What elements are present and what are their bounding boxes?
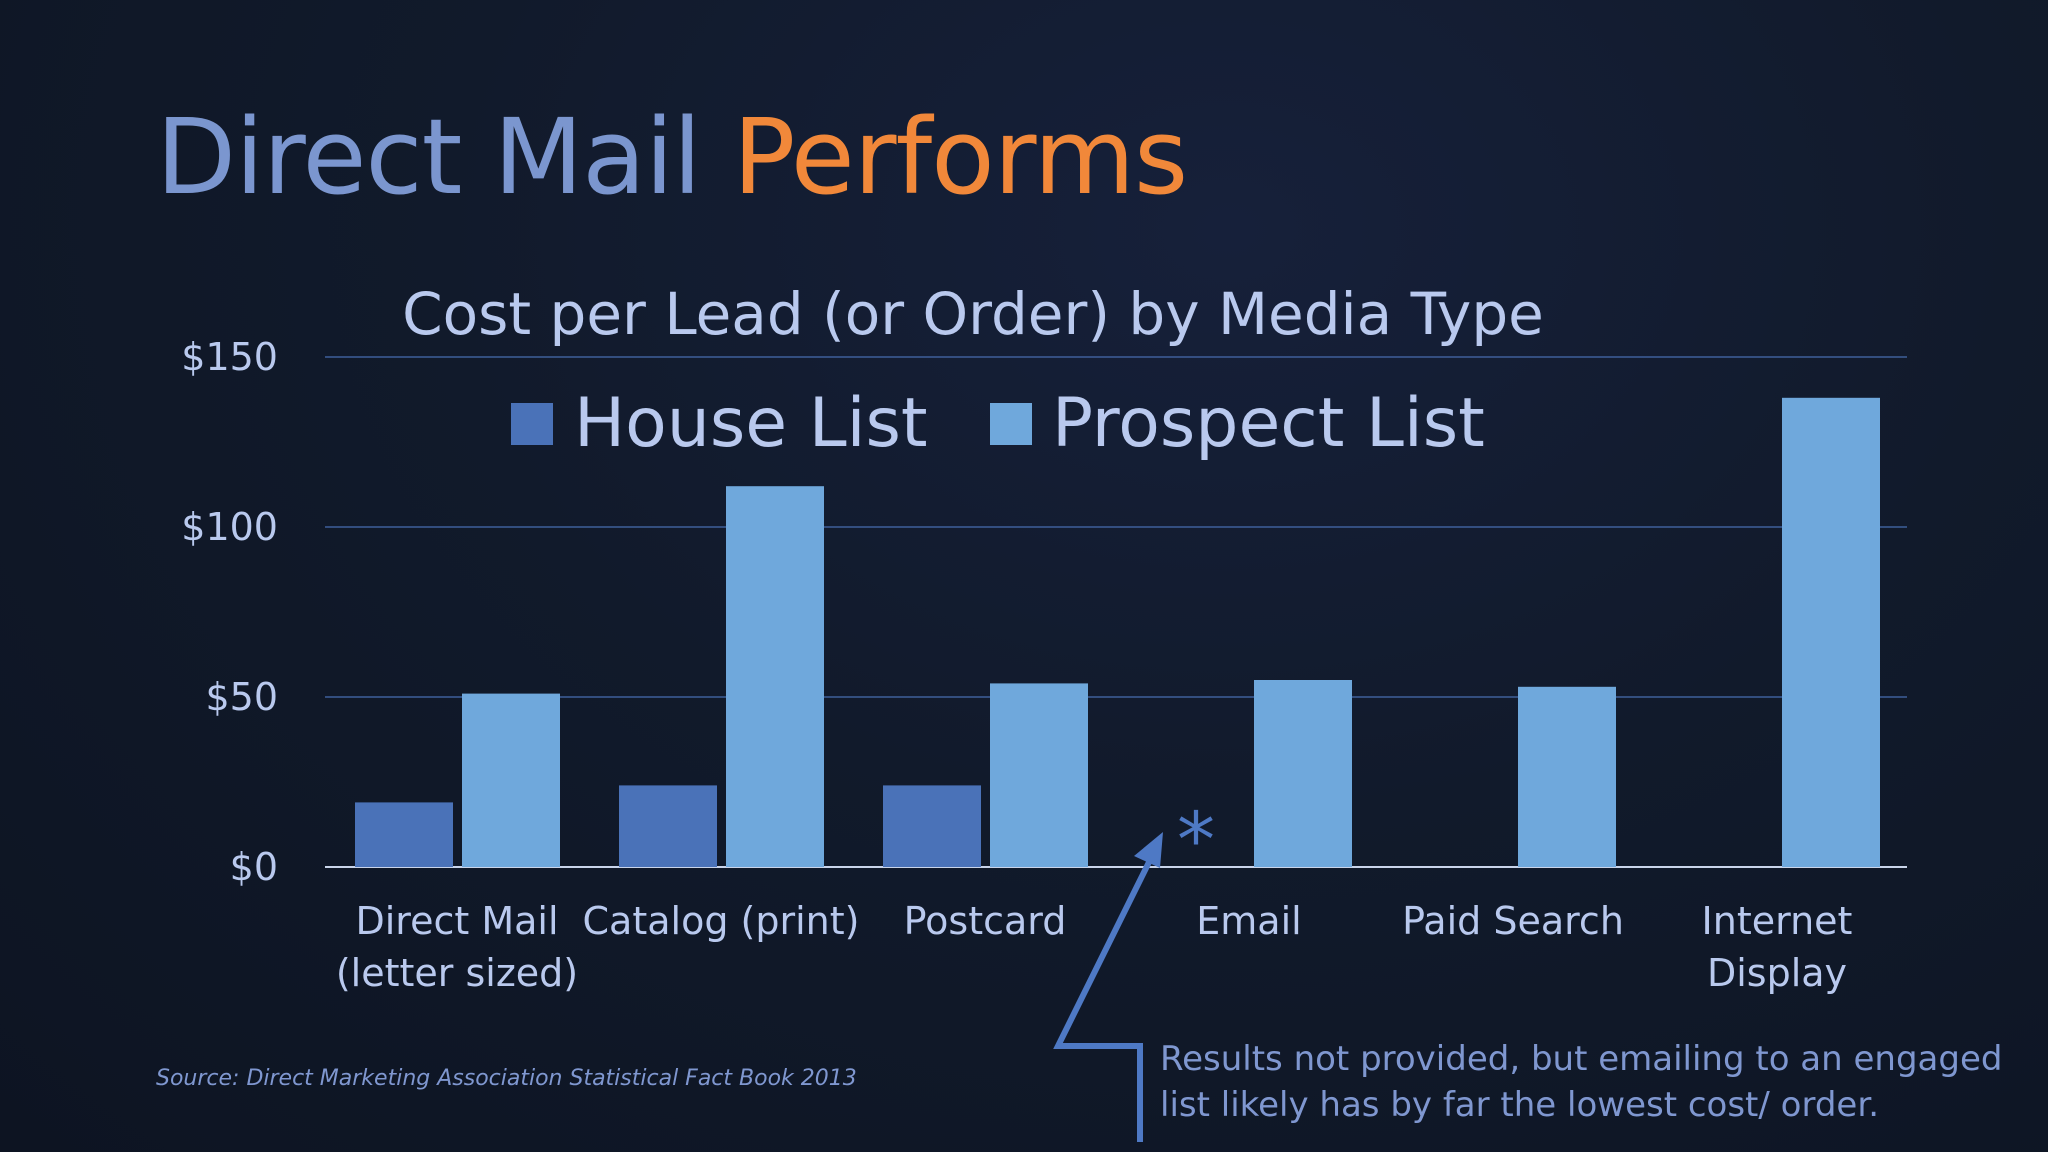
title-part-primary: Direct Mail [156, 96, 702, 218]
y-tick-label: $50 [205, 675, 278, 719]
x-category-label: Email [1196, 899, 1301, 943]
bar-prospect-list [990, 683, 1088, 867]
y-axis-tick-labels: $0 $50 $100 $150 [181, 335, 278, 889]
bars [355, 397, 1880, 867]
bar-prospect-list [1518, 686, 1616, 867]
bar-prospect-list [462, 693, 560, 867]
bar-prospect-list [1254, 680, 1352, 867]
slide-title: Direct Mail Performs [156, 100, 1188, 214]
legend-label-house-list: House List [574, 384, 928, 463]
y-tick-label: $150 [181, 335, 278, 379]
chart-title: Cost per Lead (or Order) by Media Type [402, 280, 1544, 348]
bar-prospect-list [726, 486, 824, 867]
x-category-label: Paid Search [1402, 899, 1624, 943]
bar-house-list [355, 802, 453, 867]
annotation-note: Results not provided, but emailing to an… [1160, 1039, 2003, 1125]
annotation-arrow-head [1134, 832, 1163, 868]
legend-swatch-house-list [511, 403, 553, 445]
x-axis-category-labels: Direct Mail (letter sized)Catalog (print)… [336, 899, 1853, 995]
annotation-arrow [1053, 832, 1163, 1142]
gridlines [325, 356, 1907, 868]
annotation-asterisk: * [1177, 795, 1215, 884]
title-part-accent: Performs [732, 96, 1188, 218]
x-category-label: Direct Mail (letter sized) [336, 899, 578, 995]
legend-label-prospect-list: Prospect List [1052, 384, 1485, 463]
bar-house-list [619, 785, 717, 867]
y-tick-label: $100 [181, 505, 278, 549]
x-category-label: Catalog (print) [583, 899, 860, 943]
x-category-label: Postcard [904, 899, 1067, 943]
bar-prospect-list [1782, 397, 1880, 867]
annotation-arrow-line [1053, 850, 1157, 1142]
legend-swatch-prospect-list [990, 403, 1032, 445]
bar-house-list [883, 785, 981, 867]
source-citation: Source: Direct Marketing Association Sta… [156, 1066, 857, 1091]
y-tick-label: $0 [230, 845, 278, 889]
x-category-label: Internet Display [1702, 899, 1853, 995]
legend: House List Prospect List [511, 384, 1485, 463]
